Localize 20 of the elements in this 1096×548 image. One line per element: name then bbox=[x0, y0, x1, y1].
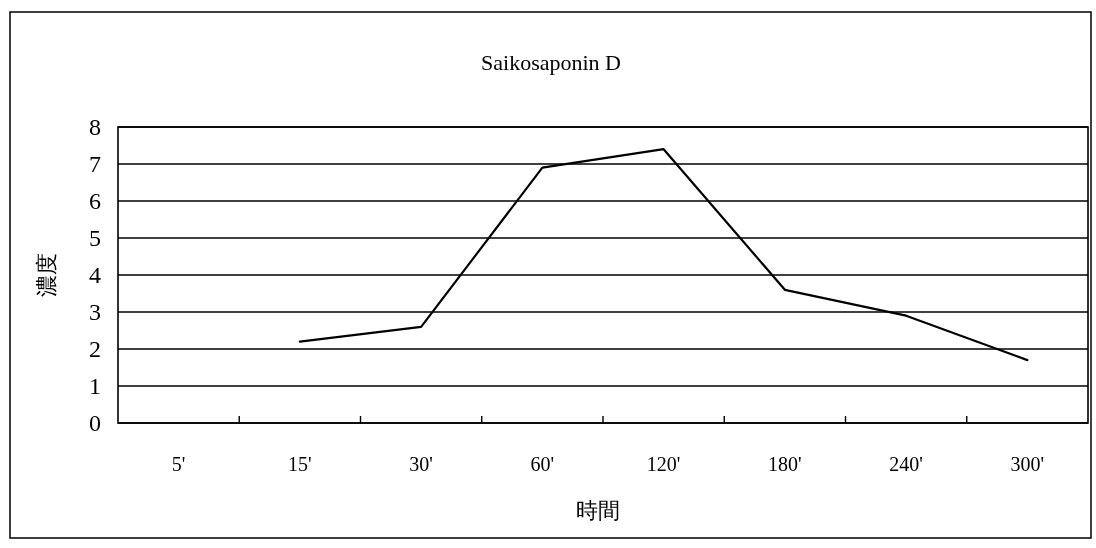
y-tick-label: 6 bbox=[89, 188, 101, 214]
y-tick-label: 5 bbox=[89, 225, 101, 251]
y-tick-label: 3 bbox=[89, 299, 101, 325]
y-tick-label: 8 bbox=[89, 114, 101, 140]
chart-title: Saikosaponin D bbox=[481, 49, 621, 75]
x-tick-label: 60' bbox=[530, 453, 555, 475]
x-tick-label: 300' bbox=[1010, 453, 1045, 475]
y-tick-label: 1 bbox=[89, 373, 101, 399]
y-axis-title: 濃度 bbox=[33, 253, 59, 297]
x-tick-label: 5' bbox=[171, 453, 186, 475]
x-axis-title: 時間 bbox=[576, 497, 620, 523]
x-tick-label: 15' bbox=[288, 453, 312, 475]
x-tick-label: 120' bbox=[646, 453, 681, 475]
x-tick-label: 30' bbox=[409, 453, 433, 475]
y-tick-label: 4 bbox=[89, 262, 101, 288]
x-tick-label: 240' bbox=[889, 453, 923, 475]
y-tick-label: 2 bbox=[89, 336, 101, 362]
y-tick-label: 7 bbox=[89, 151, 101, 177]
y-tick-label: 0 bbox=[89, 410, 101, 436]
x-tick-label: 180' bbox=[768, 453, 802, 475]
